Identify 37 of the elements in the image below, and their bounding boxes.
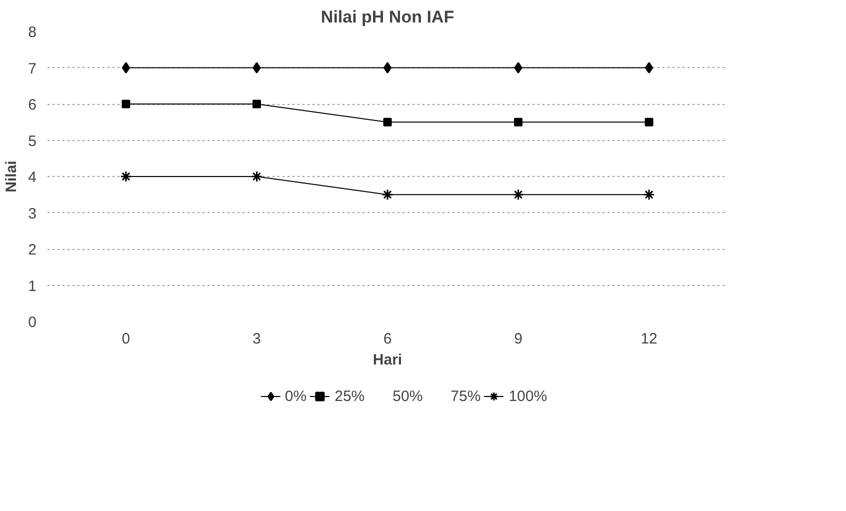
point: [250, 170, 262, 182]
x-axis-title: Hari: [372, 352, 402, 368]
point: [644, 118, 654, 126]
point: [514, 62, 522, 74]
point: [383, 62, 392, 74]
y-tick-label: 4: [28, 169, 36, 186]
y-tick-label: 3: [28, 205, 36, 222]
legend-label: 100%: [508, 388, 548, 404]
x-tick-label: 0: [122, 330, 130, 348]
point: [512, 188, 524, 200]
y-tick-label: 6: [28, 96, 36, 114]
point: [514, 118, 523, 126]
y-tick-label: 7: [28, 60, 36, 78]
y-tick-label: 1: [28, 278, 36, 295]
text: 50%: [392, 388, 423, 404]
y-tick-label: 0: [28, 314, 36, 331]
x-tick-label: 3: [252, 330, 261, 348]
point: [120, 170, 132, 182]
point: [643, 188, 655, 200]
point: [383, 118, 392, 126]
legend-label: 25%: [334, 388, 365, 404]
chart-title: Nilai pH Non IAF: [320, 8, 454, 26]
y-tick-label: 8: [28, 24, 36, 41]
x-tick-label: 12: [640, 330, 658, 348]
point: [122, 62, 130, 74]
y-axis-title: Nilai: [3, 160, 20, 192]
x-tick-label: 9: [514, 330, 522, 348]
point: [122, 100, 130, 108]
legend-label: 0%: [284, 388, 307, 404]
point: [252, 100, 261, 108]
point: [644, 62, 654, 74]
text: 75%: [450, 388, 481, 404]
x-tick-label: 6: [383, 330, 392, 348]
point: [252, 62, 261, 74]
point: [382, 188, 394, 200]
y-tick-label: 5: [28, 132, 36, 150]
y-tick-label: 2: [28, 242, 36, 258]
